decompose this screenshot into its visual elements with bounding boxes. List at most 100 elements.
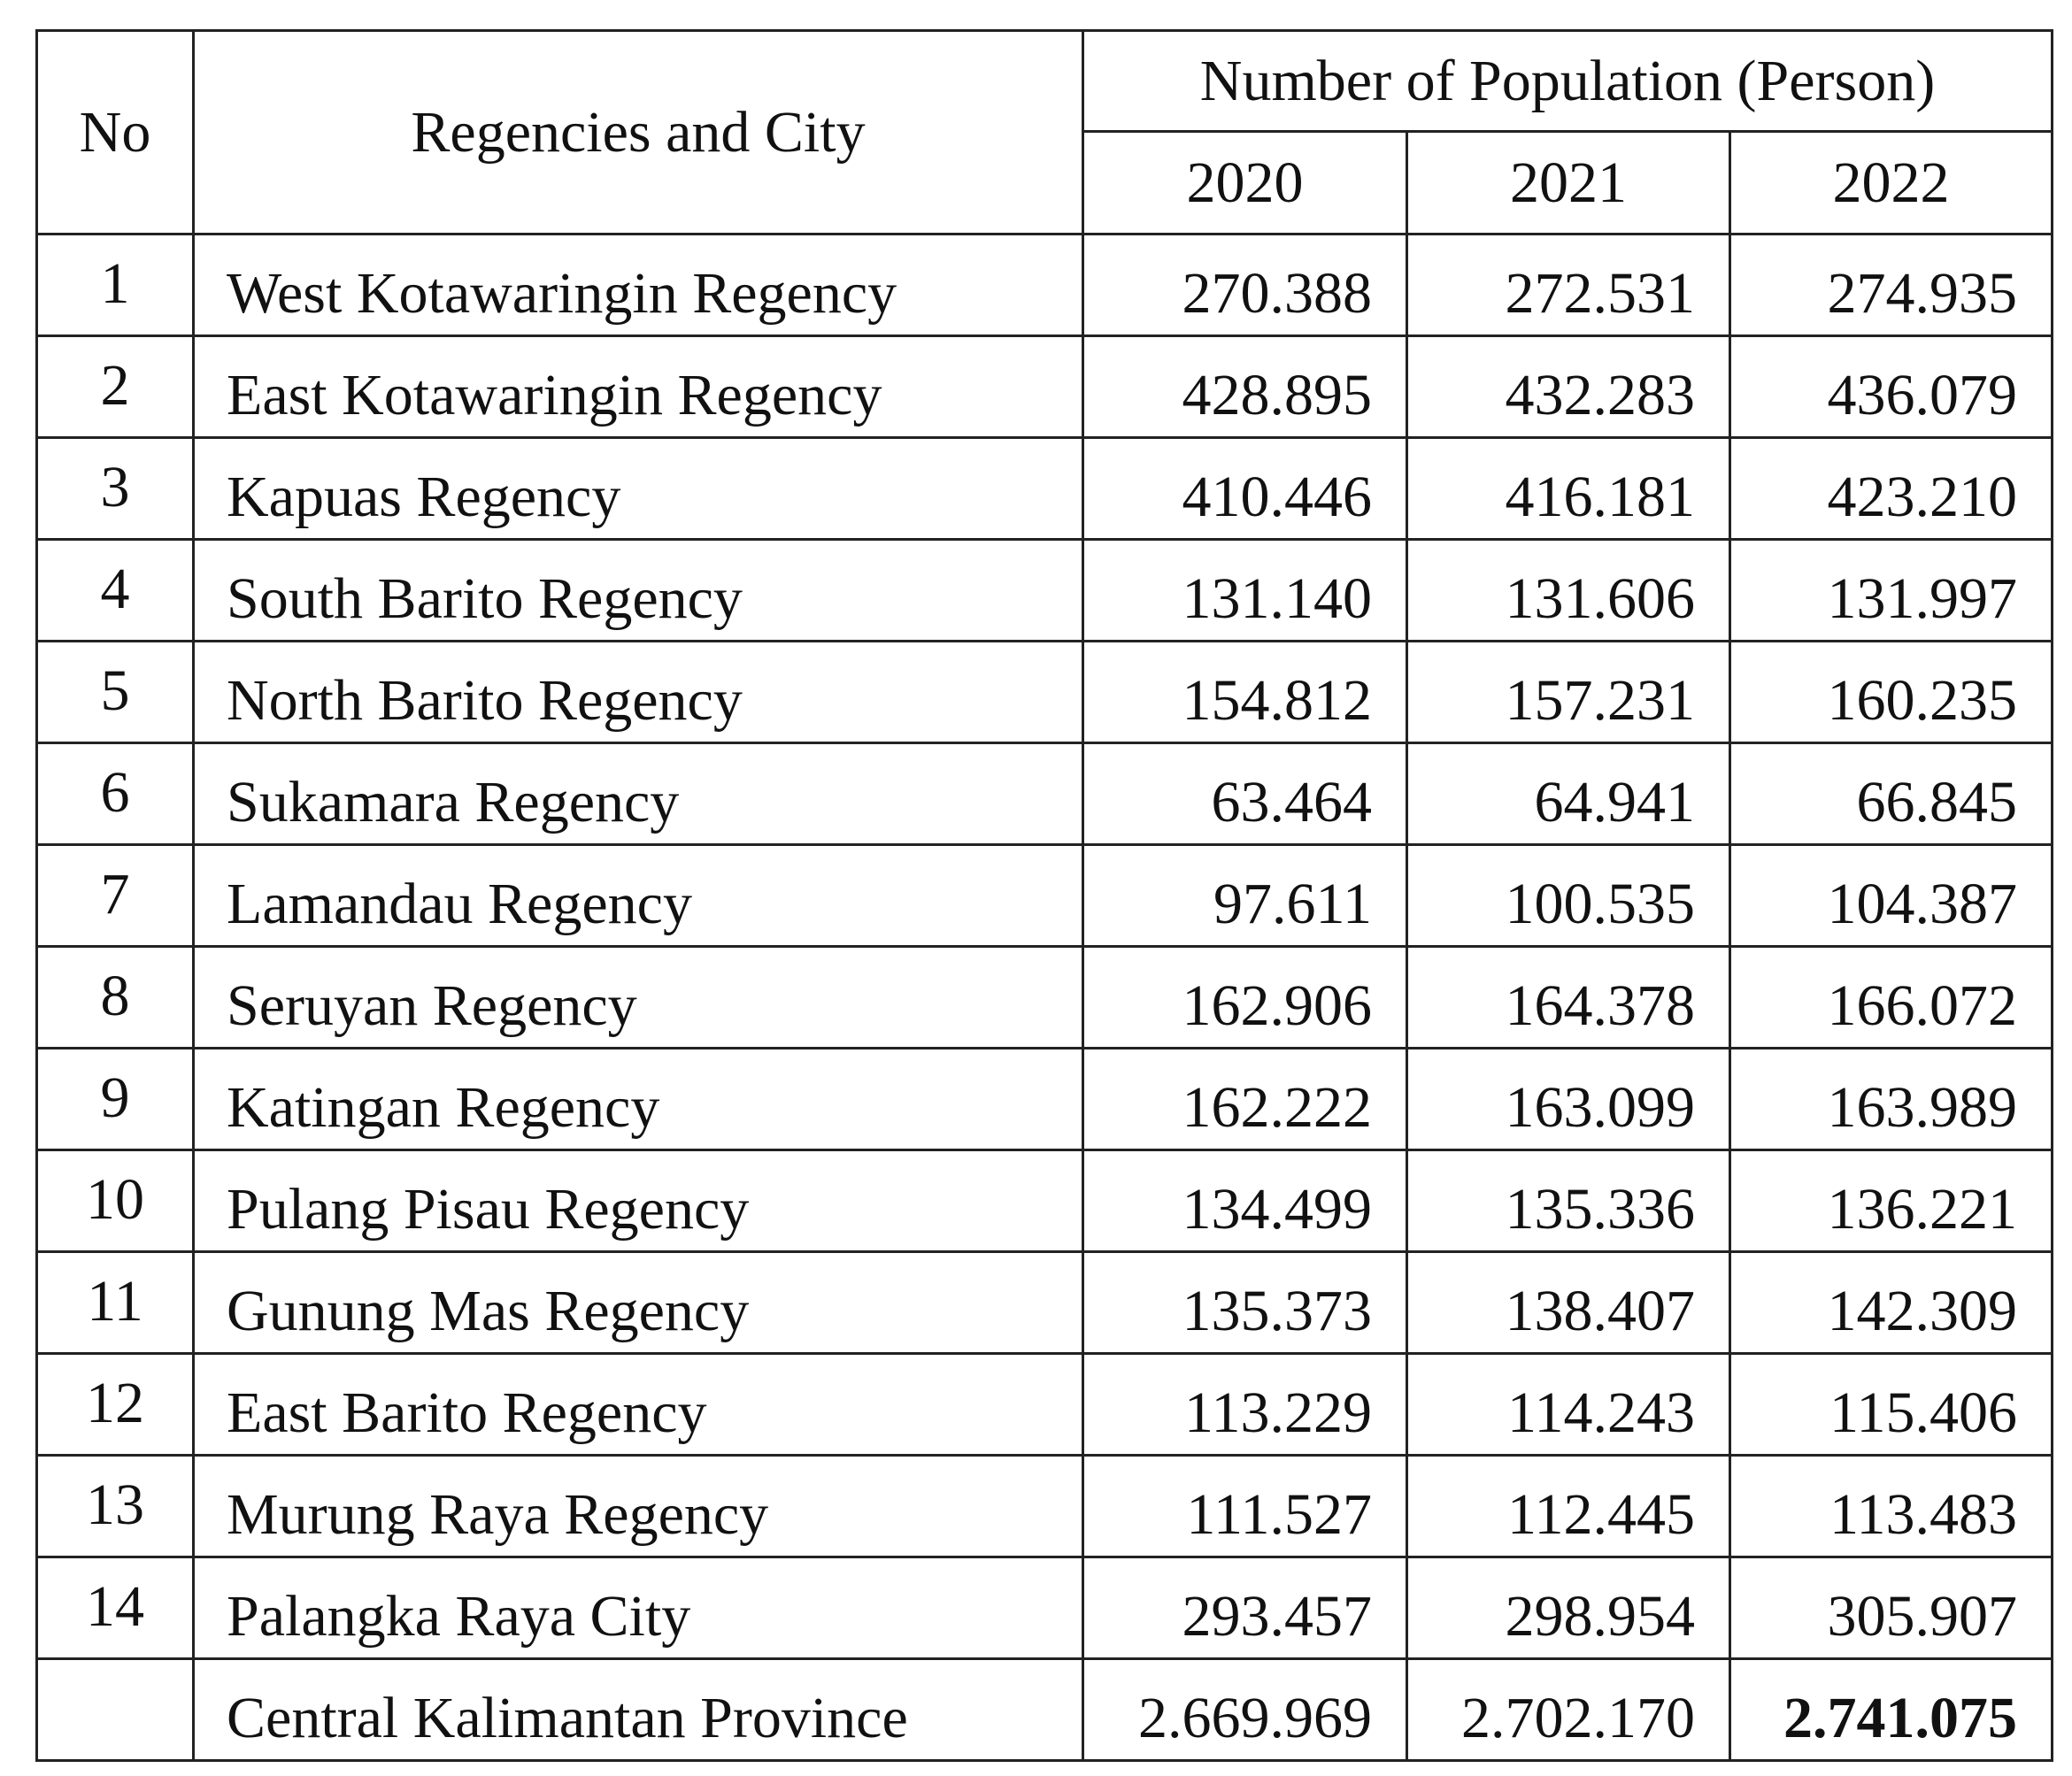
- population-cell: 160.235: [1729, 640, 2053, 744]
- table-row: 8 Seruyan Regency 162.906 164.378 166.072: [35, 945, 2053, 1049]
- population-cell: 410.446: [1082, 436, 1408, 541]
- row-number: 6: [35, 742, 195, 846]
- header-year: 2022: [1729, 130, 2053, 235]
- table-row: 9 Katingan Regency 162.222 163.099 163.989: [35, 1047, 2053, 1151]
- population-cell: 112.445: [1406, 1454, 1731, 1558]
- population-cell: 305.907: [1729, 1556, 2053, 1660]
- population-cell: 104.387: [1729, 843, 2053, 948]
- row-number: 7: [35, 843, 195, 948]
- table-row: 11 Gunung Mas Regency 135.373 138.407 142.30…: [35, 1250, 2053, 1355]
- row-number: 5: [35, 640, 195, 744]
- population-cell: 111.527: [1082, 1454, 1408, 1558]
- region-name: West Kotawaringin Regency: [192, 233, 1084, 337]
- population-cell: 131.606: [1406, 538, 1731, 642]
- population-cell: 134.499: [1082, 1149, 1408, 1253]
- table-row: 13 Murung Raya Regency 111.527 112.445 113.4…: [35, 1454, 2053, 1558]
- table-row: 7 Lamandau Regency 97.611 100.535 104.387: [35, 843, 2053, 948]
- header-no: No: [35, 29, 195, 235]
- row-number: 8: [35, 945, 195, 1049]
- population-cell: 135.336: [1406, 1149, 1731, 1253]
- population-cell: 164.378: [1406, 945, 1731, 1049]
- population-cell: 436.079: [1729, 334, 2053, 439]
- header-group: Number of Population (Person): [1082, 29, 2053, 133]
- total-cell: 2.702.170: [1406, 1657, 1731, 1762]
- population-cell: 114.243: [1406, 1352, 1731, 1457]
- total-row: Central Kalimantan Province 2.669.969 2.70…: [35, 1657, 2053, 1762]
- row-number: 11: [35, 1250, 195, 1355]
- row-number: 14: [35, 1556, 195, 1660]
- row-number: 12: [35, 1352, 195, 1457]
- population-cell: 100.535: [1406, 843, 1731, 948]
- population-cell: 64.941: [1406, 742, 1731, 846]
- region-name: Palangka Raya City: [192, 1556, 1084, 1660]
- population-cell: 154.812: [1082, 640, 1408, 744]
- population-cell: 274.935: [1729, 233, 2053, 337]
- region-name: North Barito Regency: [192, 640, 1084, 744]
- population-cell: 163.989: [1729, 1047, 2053, 1151]
- population-cell: 135.373: [1082, 1250, 1408, 1355]
- table-row: 1 West Kotawaringin Regency 270.388 272.531…: [35, 233, 2053, 337]
- population-cell: 138.407: [1406, 1250, 1731, 1355]
- row-number: 3: [35, 436, 195, 541]
- row-number: 4: [35, 538, 195, 642]
- row-number: 10: [35, 1149, 195, 1253]
- population-cell: 97.611: [1082, 843, 1408, 948]
- population-cell: 113.483: [1729, 1454, 2053, 1558]
- empty-cell: [35, 1657, 195, 1762]
- population-cell: 428.895: [1082, 334, 1408, 439]
- region-name: Murung Raya Regency: [192, 1454, 1084, 1558]
- total-cell: 2.669.969: [1082, 1657, 1408, 1762]
- table-row: 12 East Barito Regency 113.229 114.243 115.4…: [35, 1352, 2053, 1457]
- population-cell: 157.231: [1406, 640, 1731, 744]
- region-name: Lamandau Regency: [192, 843, 1084, 948]
- population-cell: 270.388: [1082, 233, 1408, 337]
- row-number: 13: [35, 1454, 195, 1558]
- header-row: No Regencies and City Number of Populati…: [35, 29, 2053, 235]
- region-name: Seruyan Regency: [192, 945, 1084, 1049]
- table-row: 4 South Barito Regency 131.140 131.606 131.9…: [35, 538, 2053, 642]
- table-row: 14 Palangka Raya City 293.457 298.954 305.90…: [35, 1556, 2053, 1660]
- row-number: 2: [35, 334, 195, 439]
- population-cell: 298.954: [1406, 1556, 1731, 1660]
- population-cell: 163.099: [1406, 1047, 1731, 1151]
- region-name: East Kotawaringin Regency: [192, 334, 1084, 439]
- region-name: Pulang Pisau Regency: [192, 1149, 1084, 1253]
- region-name: Katingan Regency: [192, 1047, 1084, 1151]
- population-cell: 423.210: [1729, 436, 2053, 541]
- region-name: Sukamara Regency: [192, 742, 1084, 846]
- table-row: 3 Kapuas Regency 410.446 416.181 423.210: [35, 436, 2053, 541]
- table-body: 1 West Kotawaringin Regency 270.388 272.531…: [35, 233, 2053, 1762]
- population-cell: 166.072: [1729, 945, 2053, 1049]
- table-row: 10 Pulang Pisau Regency 134.499 135.336 136.…: [35, 1149, 2053, 1253]
- population-cell: 272.531: [1406, 233, 1731, 337]
- header-year: 2021: [1406, 130, 1731, 235]
- region-name: Gunung Mas Regency: [192, 1250, 1084, 1355]
- region-name: Kapuas Regency: [192, 436, 1084, 541]
- table-row: 2 East Kotawaringin Regency 428.895 432.283…: [35, 334, 2053, 439]
- population-cell: 63.464: [1082, 742, 1408, 846]
- header-name: Regencies and City: [192, 29, 1084, 235]
- population-cell: 131.140: [1082, 538, 1408, 642]
- population-cell: 162.906: [1082, 945, 1408, 1049]
- total-cell: 2.741.075: [1729, 1657, 2053, 1762]
- header-row: 2020 2021 2022: [37, 130, 2053, 235]
- table-row: 6 Sukamara Regency 63.464 64.941 66.845: [35, 742, 2053, 846]
- region-name: South Barito Regency: [192, 538, 1084, 642]
- total-label: Central Kalimantan Province: [192, 1657, 1084, 1762]
- population-cell: 131.997: [1729, 538, 2053, 642]
- region-name: East Barito Regency: [192, 1352, 1084, 1457]
- row-number: 9: [35, 1047, 195, 1151]
- population-cell: 416.181: [1406, 436, 1731, 541]
- population-table: No Regencies and City Number of Populati…: [35, 29, 2053, 1762]
- population-cell: 432.283: [1406, 334, 1731, 439]
- population-cell: 293.457: [1082, 1556, 1408, 1660]
- population-cell: 136.221: [1729, 1149, 2053, 1253]
- table-row: 5 North Barito Regency 154.812 157.231 160.2…: [35, 640, 2053, 744]
- population-cell: 66.845: [1729, 742, 2053, 846]
- population-cell: 113.229: [1082, 1352, 1408, 1457]
- population-cell: 162.222: [1082, 1047, 1408, 1151]
- population-cell: 142.309: [1729, 1250, 2053, 1355]
- population-cell: 115.406: [1729, 1352, 2053, 1457]
- row-number: 1: [35, 233, 195, 337]
